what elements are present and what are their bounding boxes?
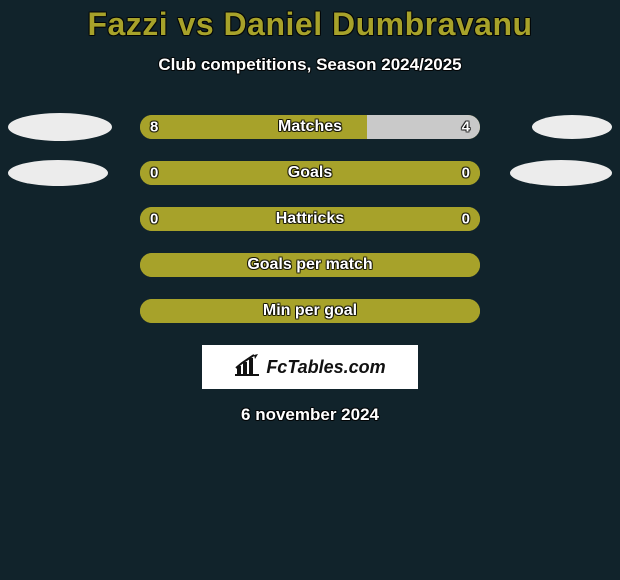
stat-row: Goals0 0 [0, 161, 620, 185]
stat-label: Min per goal [140, 302, 480, 320]
player-blob-right [532, 115, 612, 139]
stat-value-right: 0 [462, 165, 470, 182]
stat-bar: Goals0 0 [140, 161, 480, 185]
stat-label: Hattricks [140, 210, 480, 228]
stat-value-right: 4 [462, 119, 470, 136]
stat-row: Hattricks0 0 [0, 207, 620, 231]
stat-value-left: 0 [150, 165, 158, 182]
stat-label: Goals [140, 164, 480, 182]
date-text: 6 november 2024 [0, 405, 620, 425]
stat-bar: Min per goal [140, 299, 480, 323]
player-blob-left [8, 160, 108, 186]
page-subtitle: Club competitions, Season 2024/2025 [0, 55, 620, 75]
stat-bar: Goals per match [140, 253, 480, 277]
stat-label: Matches [140, 118, 480, 136]
player-blob-left [8, 113, 112, 141]
stat-bar: Hattricks0 0 [140, 207, 480, 231]
stat-value-left: 0 [150, 211, 158, 228]
stat-row: Matches8 4 [0, 115, 620, 139]
stat-row: Goals per match [0, 253, 620, 277]
brand-text: FcTables.com [266, 357, 385, 378]
page-title: Fazzi vs Daniel Dumbravanu [0, 0, 620, 43]
stat-value-right: 0 [462, 211, 470, 228]
brand-box: FcTables.com [202, 345, 418, 389]
player-blob-right [510, 160, 612, 186]
stat-value-left: 8 [150, 119, 158, 136]
comparison-canvas: Fazzi vs Daniel Dumbravanu Club competit… [0, 0, 620, 580]
bar-chart-icon [234, 354, 260, 381]
stat-label: Goals per match [140, 256, 480, 274]
stat-rows: Matches84Goals00Hattricks00Goals per mat… [0, 115, 620, 323]
stat-bar: Matches8 4 [140, 115, 480, 139]
stat-row: Min per goal [0, 299, 620, 323]
